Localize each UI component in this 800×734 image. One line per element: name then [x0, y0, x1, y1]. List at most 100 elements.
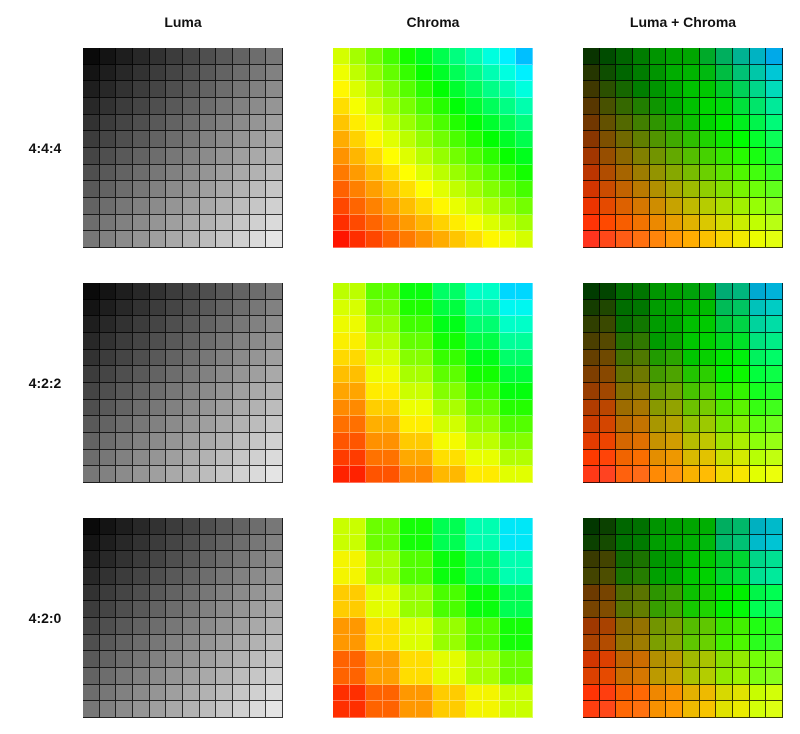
grid-cell — [149, 131, 167, 148]
grid-cell — [599, 97, 617, 115]
grid-cell — [249, 534, 267, 552]
grid-cell — [249, 399, 267, 417]
grid-cell — [616, 567, 633, 585]
grid-cell — [666, 551, 683, 568]
grid-cell — [632, 349, 650, 367]
grid-cell — [132, 701, 150, 718]
grid-cell — [366, 584, 383, 602]
grid-cell — [682, 316, 700, 333]
grid-cell — [732, 197, 750, 215]
grid-cell — [232, 634, 250, 652]
grid-cell — [599, 299, 617, 317]
grid-cell — [99, 432, 117, 450]
grid-cell — [599, 449, 617, 467]
grid-cell — [499, 684, 517, 702]
grid-cell — [83, 567, 100, 585]
grid-cell — [449, 214, 467, 232]
grid-cell — [583, 299, 600, 317]
grid-cell — [116, 466, 133, 483]
grid-cell — [466, 97, 483, 115]
grid-cell — [216, 382, 233, 400]
grid-cell — [482, 651, 500, 668]
grid-cell — [132, 147, 150, 165]
grid-cell — [466, 449, 483, 467]
grid-cell — [382, 534, 400, 552]
grid-cell — [99, 349, 117, 367]
grid-cell — [583, 97, 600, 115]
grid-cell — [132, 81, 150, 98]
grid-cell — [349, 64, 367, 82]
grid-cell — [116, 366, 133, 383]
grid-cell — [666, 332, 683, 350]
grid-cell — [649, 48, 667, 65]
grid-cell — [333, 349, 350, 367]
grid-cell — [99, 684, 117, 702]
grid-cell — [616, 181, 633, 198]
grid-cell — [249, 299, 267, 317]
grid-cell — [682, 366, 700, 383]
row-label-420: 4:2:0 — [28, 610, 62, 626]
grid-cell — [83, 131, 100, 148]
grid-cell — [749, 114, 767, 132]
grid-cell — [432, 617, 450, 635]
grid-cell — [616, 534, 633, 552]
grid-cell — [366, 518, 383, 535]
grid-cell — [399, 164, 417, 182]
grid-cell — [682, 97, 700, 115]
grid-cell — [716, 332, 733, 350]
grid-cell — [449, 634, 467, 652]
grid-cell — [199, 634, 217, 652]
grid-cell — [666, 382, 683, 400]
grid-cell — [766, 97, 783, 115]
grid-cell — [649, 316, 667, 333]
grid-cell — [599, 147, 617, 165]
grid-cell — [632, 634, 650, 652]
grid-cell — [366, 97, 383, 115]
grid-cell — [399, 114, 417, 132]
grid-cell — [482, 299, 500, 317]
grid-cell — [266, 64, 283, 82]
grid-cell — [232, 684, 250, 702]
grid-cell — [416, 197, 433, 215]
grid-cell — [432, 366, 450, 383]
grid-cell — [399, 197, 417, 215]
grid-cell — [166, 114, 183, 132]
grid-cell — [732, 299, 750, 317]
grid-cell — [199, 466, 217, 483]
grid-cell — [749, 147, 767, 165]
grid-cell — [482, 181, 500, 198]
grid-cell — [249, 164, 267, 182]
grid-cell — [266, 131, 283, 148]
grid-cell — [482, 701, 500, 718]
grid-cell — [466, 416, 483, 433]
grid-cell — [382, 382, 400, 400]
grid-cell — [766, 551, 783, 568]
grid-cell — [716, 416, 733, 433]
grid-cell — [749, 283, 767, 300]
grid-cell — [232, 432, 250, 450]
grid-cell — [632, 534, 650, 552]
grid-cell — [716, 81, 733, 98]
grid-cell — [366, 701, 383, 718]
grid-chroma-444 — [333, 48, 533, 248]
grid-cell — [466, 299, 483, 317]
grid-cell — [699, 316, 717, 333]
grid-cell — [482, 432, 500, 450]
grid-cell — [333, 81, 350, 98]
column-header-chroma: Chroma — [406, 14, 460, 30]
grid-cell — [449, 299, 467, 317]
grid-cell — [199, 416, 217, 433]
grid-cell — [199, 617, 217, 635]
grid-cell — [416, 147, 433, 165]
grid-cell — [766, 432, 783, 450]
grid-cell — [333, 366, 350, 383]
grid-cell — [449, 617, 467, 635]
grid-cell — [382, 114, 400, 132]
grid-cell — [382, 231, 400, 248]
grid-cell — [333, 181, 350, 198]
grid-cell — [432, 584, 450, 602]
grid-cell — [499, 97, 517, 115]
grid-cell — [649, 601, 667, 618]
grid-cell — [99, 81, 117, 98]
grid-cell — [182, 81, 200, 98]
